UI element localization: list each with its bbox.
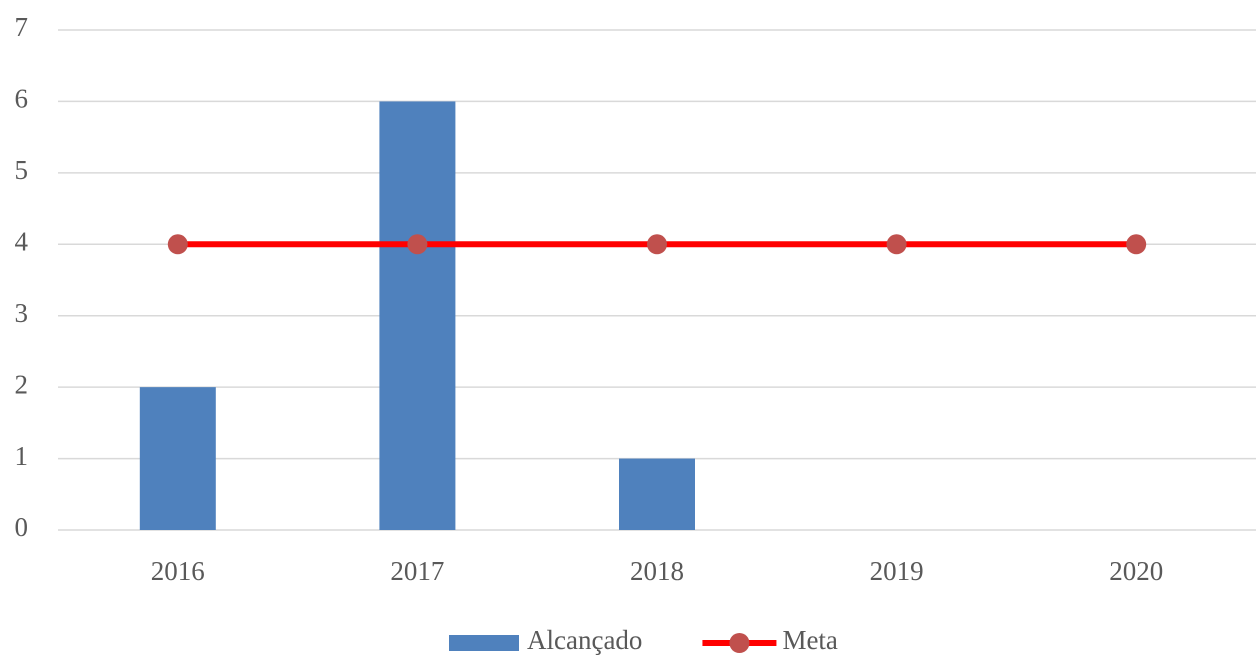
marker — [886, 234, 907, 255]
x-tick-label: 2017 — [390, 556, 444, 586]
x-tick-label: 2018 — [630, 556, 684, 586]
y-tick-label: 0 — [15, 512, 29, 542]
bar — [139, 387, 216, 530]
x-tick-label: 2019 — [870, 556, 924, 586]
y-tick-label: 4 — [15, 226, 29, 256]
x-tick-label: 2020 — [1109, 556, 1163, 586]
marker — [1126, 234, 1147, 255]
y-tick-label: 6 — [15, 84, 29, 114]
legend-swatch — [449, 635, 519, 651]
legend-label: Alcançado — [527, 625, 642, 655]
y-tick-label: 5 — [15, 155, 29, 185]
marker — [407, 234, 428, 255]
y-tick-label: 7 — [15, 12, 29, 42]
y-tick-label: 3 — [15, 298, 29, 328]
y-tick-label: 1 — [15, 441, 29, 471]
legend-marker — [729, 633, 750, 653]
bar — [379, 101, 456, 530]
marker — [647, 234, 667, 255]
marker — [167, 234, 188, 255]
legend-label: Meta — [782, 625, 837, 655]
x-tick-label: 2016 — [151, 556, 205, 586]
bar — [619, 458, 695, 530]
y-tick-label: 2 — [15, 369, 29, 399]
